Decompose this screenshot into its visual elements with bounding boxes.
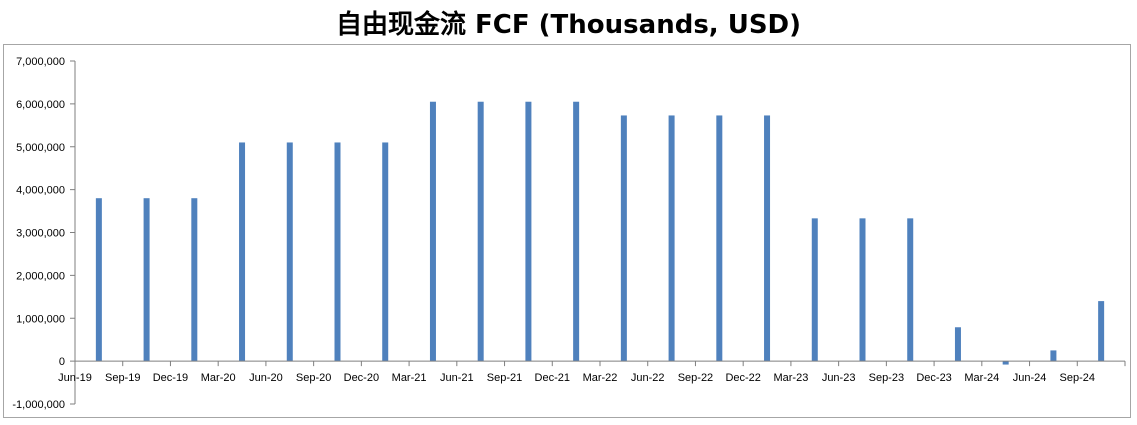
x-tick-label: Mar-23 bbox=[773, 372, 808, 384]
x-tick-label: Dec-19 bbox=[153, 372, 188, 384]
bar bbox=[239, 142, 246, 362]
x-tick-label: Dec-22 bbox=[725, 372, 760, 384]
y-tick-label: 2,000,000 bbox=[16, 270, 65, 282]
x-tick-label: Mar-24 bbox=[964, 372, 999, 384]
y-tick-label: 1,000,000 bbox=[16, 313, 65, 325]
bar bbox=[334, 142, 341, 362]
x-tick-label: Jun-22 bbox=[631, 372, 665, 384]
y-tick-label: 6,000,000 bbox=[16, 99, 65, 111]
x-tick-label: Sep-24 bbox=[1060, 372, 1095, 384]
bar bbox=[907, 218, 914, 362]
bar bbox=[191, 198, 198, 362]
y-tick-label: 7,000,000 bbox=[16, 56, 65, 68]
y-tick-label: 0 bbox=[59, 356, 65, 368]
chart-area: -1,000,000 0 1,000,000 2,000,000 3,000,000 4,… bbox=[3, 44, 1131, 418]
x-tick-label: Sep-19 bbox=[105, 372, 140, 384]
x-tick-label: Sep-22 bbox=[678, 372, 713, 384]
bar bbox=[668, 115, 675, 362]
x-tick-label: Sep-23 bbox=[869, 372, 904, 384]
x-tick-label: Dec-23 bbox=[916, 372, 951, 384]
bar bbox=[525, 101, 532, 362]
bar bbox=[1050, 350, 1057, 362]
bar bbox=[477, 101, 484, 362]
x-tick-label: Dec-21 bbox=[535, 372, 570, 384]
x-tick-label: Jun-19 bbox=[58, 372, 92, 384]
bar bbox=[954, 327, 961, 362]
y-tick-label: 5,000,000 bbox=[16, 142, 65, 154]
bar bbox=[811, 218, 818, 362]
bars bbox=[95, 101, 1105, 365]
bar bbox=[859, 218, 866, 362]
x-tick-label: Sep-21 bbox=[487, 372, 522, 384]
x-tick-label: Jun-23 bbox=[822, 372, 856, 384]
bar bbox=[620, 115, 627, 362]
bar bbox=[382, 142, 389, 362]
chart-title: 自由现金流 FCF (Thousands, USD) bbox=[335, 10, 802, 40]
x-tick-label: Jun-20 bbox=[249, 372, 283, 384]
bar bbox=[429, 101, 436, 362]
x-tick-label: Mar-22 bbox=[583, 372, 618, 384]
x-tick-label: Mar-21 bbox=[392, 372, 427, 384]
x-tick-label: Sep-20 bbox=[296, 372, 331, 384]
bar bbox=[95, 198, 102, 362]
bar bbox=[764, 115, 771, 362]
bar bbox=[1002, 361, 1009, 365]
bar bbox=[573, 101, 580, 362]
x-tick-label: Jun-24 bbox=[1013, 372, 1047, 384]
bar bbox=[143, 198, 150, 362]
y-tick-label: -1,000,000 bbox=[12, 399, 65, 411]
x-axis: Jun-19 Sep-19 Dec-19 Mar-20 Jun-20 Sep-20 Dec-… bbox=[58, 360, 1126, 384]
x-tick-label: Mar-20 bbox=[201, 372, 236, 384]
y-tick-label: 4,000,000 bbox=[16, 185, 65, 197]
bar bbox=[716, 115, 723, 362]
bar-chart: -1,000,000 0 1,000,000 2,000,000 3,000,000 4,… bbox=[12, 56, 1126, 411]
y-axis: -1,000,000 0 1,000,000 2,000,000 3,000,000 4,… bbox=[12, 56, 76, 411]
y-tick-label: 3,000,000 bbox=[16, 228, 65, 240]
x-tick-label: Dec-20 bbox=[344, 372, 379, 384]
bar bbox=[286, 142, 293, 362]
x-tick-label: Jun-21 bbox=[440, 372, 474, 384]
bar bbox=[1098, 301, 1105, 362]
